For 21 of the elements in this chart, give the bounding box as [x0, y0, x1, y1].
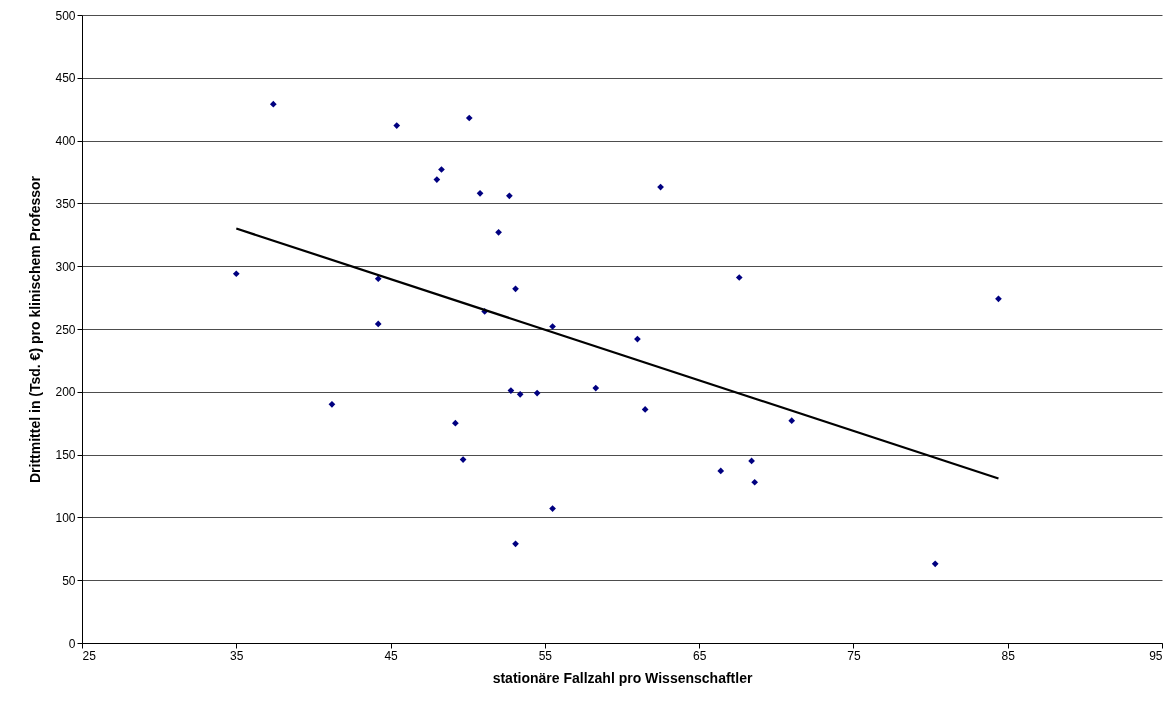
x-tick-label: 25: [82, 648, 97, 663]
y-tick-label: 200: [55, 385, 76, 400]
x-tick-label: 85: [1001, 648, 1016, 663]
y-tick-label: 350: [55, 196, 76, 211]
x-axis-title: stationäre Fallzahl pro Wissenschaftler: [492, 669, 753, 686]
y-tick-label: 300: [55, 259, 76, 274]
x-tick-label: 35: [230, 648, 244, 663]
y-tick-label: 450: [55, 71, 76, 86]
y-tick-label: 0: [68, 636, 76, 651]
y-tick-label: 400: [55, 134, 76, 149]
y-tick-label: 250: [55, 322, 76, 337]
x-tick-label: 95: [1149, 648, 1163, 663]
y-tick-label: 100: [55, 510, 76, 525]
x-tick-label: 65: [692, 648, 707, 663]
x-tick-label: 45: [384, 648, 399, 663]
y-tick-label: 50: [62, 573, 76, 588]
y-axis-title: Drittmittel in (Tsd. €) pro klinischem Professor: [27, 175, 44, 484]
y-tick-label: 150: [55, 448, 76, 463]
x-tick-label: 55: [538, 648, 553, 663]
x-tick-label: 75: [847, 648, 861, 663]
y-tick-label: 500: [55, 8, 76, 23]
